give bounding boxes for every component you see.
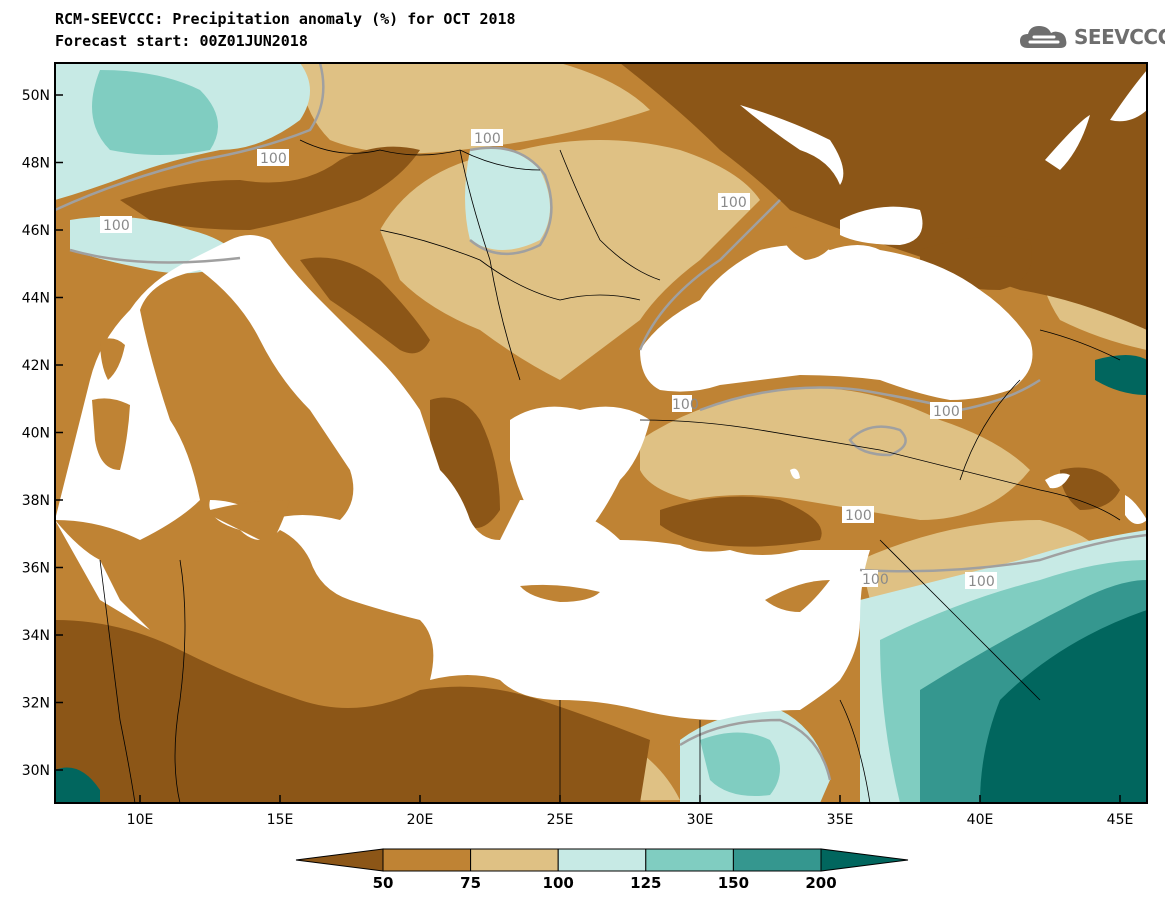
mediterranean-south [55,520,150,630]
colorbar-segment [645,848,734,872]
colorbar-label: 150 [717,874,750,892]
contour-lines [55,63,1147,781]
colorbar-label: 75 [460,874,482,892]
colorbar-segment [470,848,559,872]
lat-tick-label: 44N [22,291,50,307]
teal-region-egypt-mid [700,732,780,796]
colorbar-segment [732,848,822,872]
country-borders [99,139,1121,803]
map-fields [55,63,1147,803]
contour-label: 100 [965,572,997,590]
black-sea [640,245,1033,400]
contour-label: 100 [471,129,503,147]
svg-text:100: 100 [933,404,960,420]
svg-text:100: 100 [968,574,995,590]
missing-data-patch [1125,495,1147,524]
crete [520,584,600,602]
missing-data-patch [1045,115,1090,170]
lon-tick-label: 25E [547,812,574,828]
svg-text:100: 100 [103,218,130,234]
contour-label: 100 [257,149,289,167]
lon-tick-label: 30E [687,812,714,828]
sardinia [92,398,130,470]
svg-text:100: 100 [260,151,287,167]
teal-region-hungary [465,147,550,250]
lon-tick-label: 20E [407,812,434,828]
corsica [100,338,125,380]
mediterranean-sea [55,235,870,720]
missing-data-patch [740,105,844,185]
missing-data-patch [790,468,800,479]
lat-tick-label: 40N [22,426,50,442]
lat-tick-label: 32N [22,696,50,712]
brown-region-alps [120,146,420,230]
teal-region-darkest [980,610,1147,803]
lat-tick-label: 38N [22,493,50,509]
tan-region-anatolia [640,388,1030,520]
map-title: RCM-SEEVCCC: Precipitation anomaly (%) f… [55,10,516,28]
svg-text:100: 100 [845,508,872,524]
lat-tick-label: 48N [22,156,50,172]
svg-text:100: 100 [672,397,699,413]
brown-region-south-anatolia [660,496,822,547]
logo-text: SEEVCCC [1074,25,1165,49]
contour-label: 100 [862,570,889,588]
seevccc-logo: SEEVCCC [1018,22,1165,52]
contour-label: 100 [100,216,132,234]
colorbar-label: 200 [805,874,837,892]
teal-region-ne-corner [1095,355,1147,395]
contour-label: 100 [930,402,962,420]
teal-region-switzerland [92,70,218,155]
aegean-sea [510,406,650,542]
sicily [210,500,290,545]
lon-tick-label: 15E [267,812,294,828]
svg-text:100: 100 [862,572,889,588]
colorbar-label: 125 [630,874,662,892]
colorbar-segment [820,848,909,872]
lon-tick-label: 40E [967,812,994,828]
lat-tick-label: 34N [22,628,50,644]
lat-tick-label: 50N [22,88,50,104]
svg-text:100: 100 [474,131,501,147]
azov-sea [840,206,923,245]
lat-axis: 30N 32N 34N 36N 38N 40N 42N 44N 46N 48N 50N [22,88,63,779]
svg-text:100: 100 [720,195,747,211]
tan-region-central-europe [300,63,650,154]
lon-axis: 10E 15E 20E 25E 30E 35E 40E 45E [127,795,1134,828]
teal-region-sw-corner [55,767,100,803]
brown-region-dinaric [300,257,430,354]
contour-label: 100 [842,506,874,524]
colorbar-segment [382,848,472,872]
lat-tick-label: 46N [22,223,50,239]
contour-label-group: 100 100 100 100 100 100 100 100 100 100 [100,129,997,590]
contour-label: 100 [672,395,699,413]
lon-tick-label: 45E [1107,812,1134,828]
missing-data-patch [1110,70,1147,122]
forecast-start: Forecast start: 00Z01JUN2018 [55,32,308,50]
missing-data-patch [1045,473,1070,489]
contour-label: 100 [718,193,750,211]
colorbar-label: 100 [542,874,574,892]
colorbar-segment [557,848,647,872]
cloud-icon [1020,26,1067,48]
brown-region-north-africa [55,620,650,803]
colorbar-label: 50 [372,874,394,892]
lat-tick-label: 42N [22,358,50,374]
lon-tick-label: 35E [827,812,854,828]
lat-tick-label: 30N [22,763,50,779]
cyprus [765,580,830,612]
tan-region-levant [860,520,1100,605]
colorbar-segment [295,848,384,872]
brown-region-greece [430,397,500,528]
crimea [780,225,840,260]
colorbar [295,848,909,872]
lon-tick-label: 10E [127,812,154,828]
lat-tick-label: 36N [22,561,50,577]
